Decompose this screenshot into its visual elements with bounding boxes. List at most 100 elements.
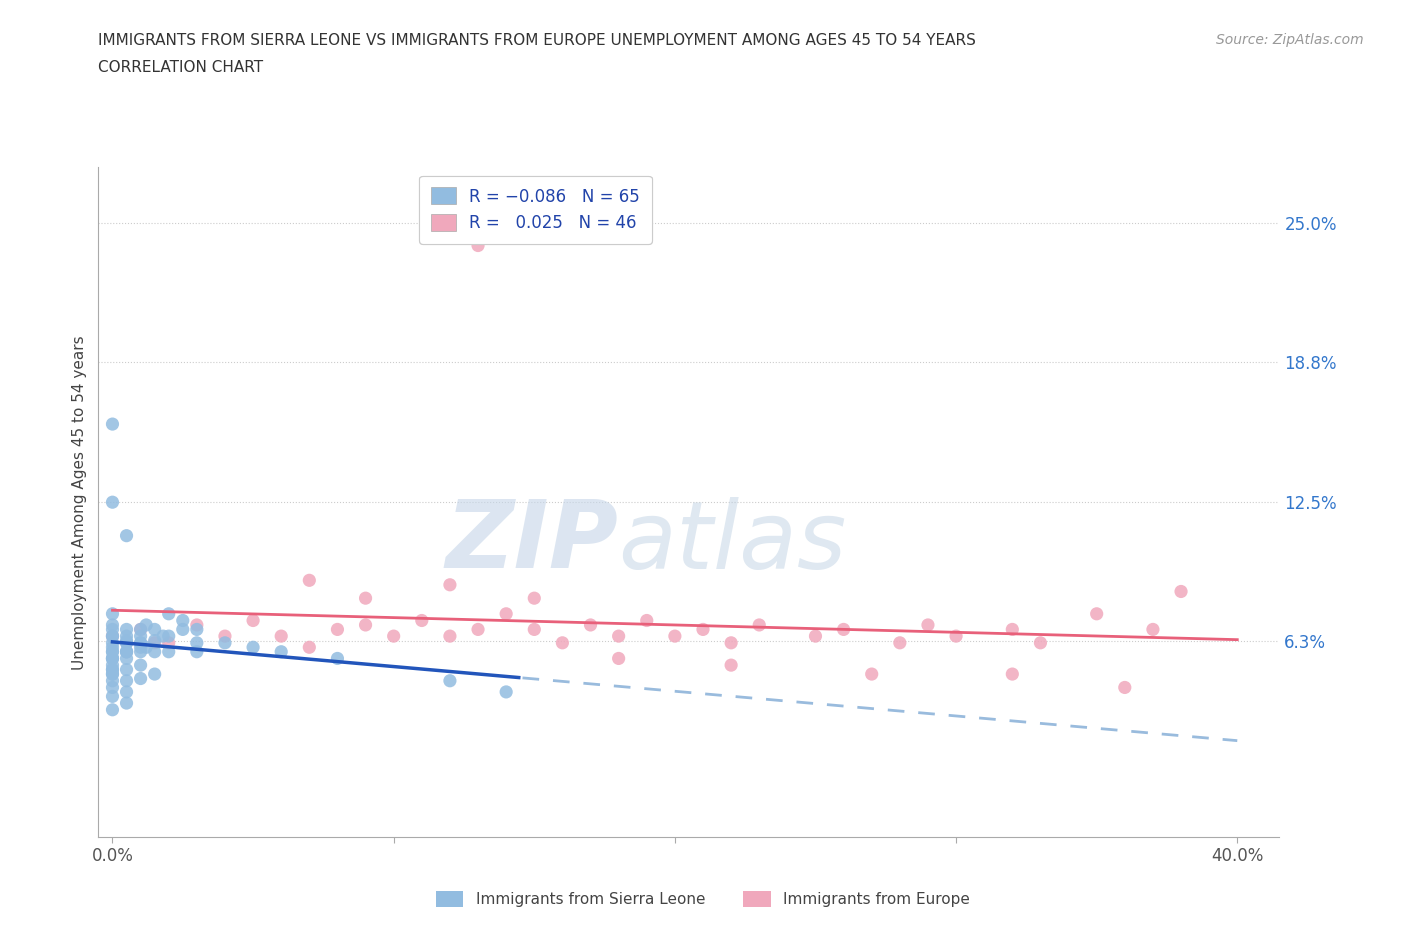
Point xyxy=(129,629,152,644)
Point xyxy=(607,651,630,666)
Text: Source: ZipAtlas.com: Source: ZipAtlas.com xyxy=(1216,33,1364,46)
Point xyxy=(242,613,264,628)
Point xyxy=(186,618,208,632)
Point xyxy=(115,622,138,637)
Point xyxy=(607,629,630,644)
Point xyxy=(101,667,124,682)
Point xyxy=(115,696,138,711)
Text: ZIP: ZIP xyxy=(446,497,619,589)
Point xyxy=(101,689,124,704)
Point xyxy=(945,629,967,644)
Point xyxy=(186,622,208,637)
Point xyxy=(101,658,124,672)
Point xyxy=(115,528,138,543)
Point xyxy=(129,635,152,650)
Point xyxy=(115,644,138,659)
Point xyxy=(551,635,574,650)
Point xyxy=(115,635,138,650)
Point xyxy=(101,629,124,644)
Point xyxy=(115,662,138,677)
Point xyxy=(439,578,461,592)
Point xyxy=(143,635,166,650)
Point xyxy=(439,629,461,644)
Point xyxy=(115,651,138,666)
Point xyxy=(115,684,138,699)
Point xyxy=(748,618,770,632)
Point xyxy=(101,651,124,666)
Point xyxy=(889,635,911,650)
Point xyxy=(636,613,658,628)
Point xyxy=(101,644,124,659)
Point xyxy=(101,662,124,677)
Point xyxy=(467,238,489,253)
Point xyxy=(129,622,152,637)
Point xyxy=(664,629,686,644)
Point xyxy=(101,618,124,632)
Point xyxy=(1029,635,1052,650)
Point xyxy=(804,629,827,644)
Point xyxy=(101,702,124,717)
Point xyxy=(523,622,546,637)
Point xyxy=(115,644,138,659)
Point xyxy=(439,673,461,688)
Point xyxy=(101,622,124,637)
Point xyxy=(101,662,124,677)
Point xyxy=(129,658,152,672)
Point xyxy=(101,644,124,659)
Point xyxy=(115,629,138,644)
Point xyxy=(1001,622,1024,637)
Point xyxy=(101,606,124,621)
Point xyxy=(270,644,292,659)
Point xyxy=(129,635,152,650)
Point xyxy=(298,573,321,588)
Point xyxy=(495,606,517,621)
Point xyxy=(1170,584,1192,599)
Point xyxy=(172,622,194,637)
Point xyxy=(270,629,292,644)
Point xyxy=(129,622,152,637)
Text: CORRELATION CHART: CORRELATION CHART xyxy=(98,60,263,75)
Text: atlas: atlas xyxy=(619,497,846,588)
Point xyxy=(214,629,236,644)
Point xyxy=(860,667,883,682)
Point xyxy=(157,606,180,621)
Point xyxy=(172,613,194,628)
Point xyxy=(214,635,236,650)
Point xyxy=(143,644,166,659)
Point xyxy=(523,591,546,605)
Point xyxy=(720,658,742,672)
Point xyxy=(152,629,174,644)
Point xyxy=(354,618,377,632)
Point xyxy=(326,622,349,637)
Point xyxy=(720,635,742,650)
Legend: R = −0.086   N = 65, R =   0.025   N = 46: R = −0.086 N = 65, R = 0.025 N = 46 xyxy=(419,176,651,244)
Point xyxy=(101,495,124,510)
Point xyxy=(157,644,180,659)
Point xyxy=(326,651,349,666)
Point xyxy=(157,629,180,644)
Point xyxy=(917,618,939,632)
Point xyxy=(382,629,405,644)
Point xyxy=(1142,622,1164,637)
Point xyxy=(129,671,152,686)
Point xyxy=(101,629,124,644)
Point xyxy=(467,622,489,637)
Point xyxy=(354,591,377,605)
Point xyxy=(579,618,602,632)
Text: IMMIGRANTS FROM SIERRA LEONE VS IMMIGRANTS FROM EUROPE UNEMPLOYMENT AMONG AGES 4: IMMIGRANTS FROM SIERRA LEONE VS IMMIGRAN… xyxy=(98,33,976,47)
Point xyxy=(157,635,180,650)
Point xyxy=(101,417,124,432)
Point xyxy=(135,640,157,655)
Y-axis label: Unemployment Among Ages 45 to 54 years: Unemployment Among Ages 45 to 54 years xyxy=(72,335,87,670)
Point xyxy=(1085,606,1108,621)
Point xyxy=(692,622,714,637)
Point xyxy=(298,640,321,655)
Point xyxy=(143,633,166,648)
Point xyxy=(101,673,124,688)
Point xyxy=(411,613,433,628)
Point xyxy=(135,618,157,632)
Point xyxy=(115,633,138,648)
Point xyxy=(101,680,124,695)
Point xyxy=(101,651,124,666)
Point xyxy=(186,635,208,650)
